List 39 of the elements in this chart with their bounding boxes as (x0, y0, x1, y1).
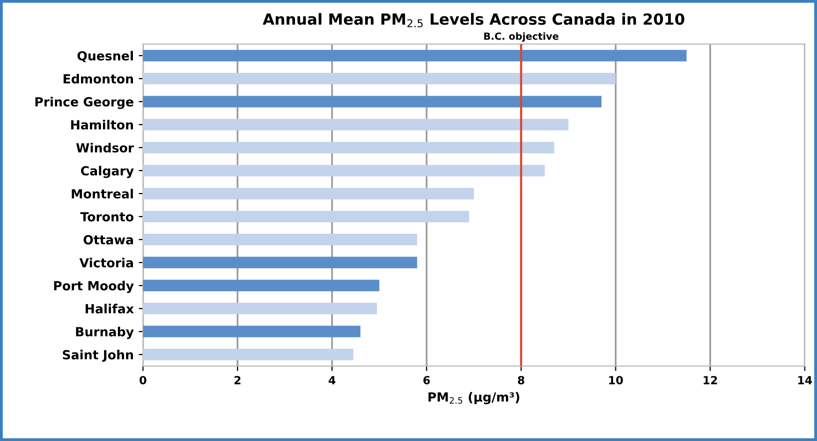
bar (142, 234, 418, 246)
bar (142, 96, 602, 108)
y-tick-label: Hamilton (71, 120, 133, 130)
bar (142, 142, 554, 154)
bar (142, 118, 568, 130)
x-tick-label: 4 (328, 376, 336, 384)
x-tick-label: 14 (798, 376, 812, 384)
y-tick-label: Calgary (80, 166, 134, 178)
y-tick-label: Prince George (35, 96, 134, 110)
bar (142, 210, 470, 222)
ref-line-label: B.C. objective (484, 32, 558, 42)
x-tick-label: 0 (140, 376, 146, 384)
y-tick-label: Montreal (72, 188, 133, 198)
x-tick-label: 12 (704, 376, 717, 384)
y-tick-label: Saint John (62, 350, 133, 362)
y-tick-label: Ottawa (84, 235, 133, 244)
y-tick-label: Toronto (80, 212, 134, 222)
y-tick-label: Port Moody (54, 280, 134, 293)
y-tick-label: Halifax (86, 304, 134, 314)
x-tick-label: 2 (234, 376, 240, 384)
y-tick-label: Windsor (76, 142, 134, 153)
bar (142, 164, 545, 176)
x-tick-label: 6 (423, 376, 430, 384)
bar (142, 280, 380, 292)
y-tick-label: Quesnel (77, 50, 133, 62)
y-tick-label: Edmonton (64, 74, 133, 84)
x-tick-label: 10 (609, 376, 623, 384)
bar (142, 348, 354, 360)
x-tick-label: 8 (518, 376, 524, 384)
bar (142, 326, 360, 338)
bar (142, 72, 616, 84)
bar (142, 50, 687, 62)
chart-title: Annual Mean PM$_{2.5}$ Levels Across Canada in 2010 (262, 13, 684, 28)
y-tick-label: Victoria (79, 258, 133, 268)
bar (142, 302, 377, 314)
bar (142, 256, 418, 268)
y-tick-label: Burnaby (76, 326, 134, 339)
bar (142, 188, 474, 200)
x-axis-title: PM$_{2.5}$ (µg/m³) (428, 392, 520, 404)
